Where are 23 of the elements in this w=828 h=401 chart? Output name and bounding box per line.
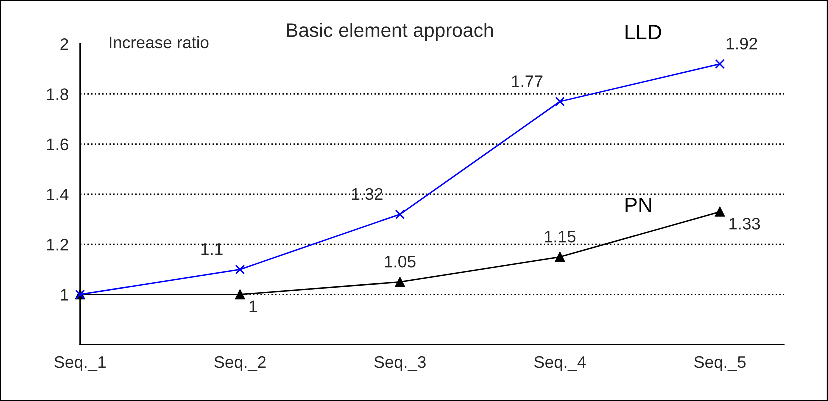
y-tick-label: 1.6 [47,138,68,151]
data-label: 1.1 [202,244,223,256]
y-tick-label: 1 [61,289,68,301]
x-tick-label: Seq._1 [54,356,106,372]
chart-title: Basic element approach [287,23,494,42]
y-tick-label: 2 [60,38,68,50]
x-tick-label: Seq._2 [214,356,266,372]
data-label: 1.32 [352,188,383,200]
y-tick-label: 1.8 [47,88,68,100]
data-label: 1.15 [545,231,576,243]
series-label: LLD [626,25,662,40]
data-label: 1.05 [385,256,416,268]
data-label: 1 [250,300,258,312]
y-axis-title: Increase ratio [110,36,209,49]
data-label: 1.33 [730,218,760,230]
series-label: PN [626,198,652,212]
y-tick-label: 1.2 [47,239,68,251]
x-tick-label: Seq._4 [534,356,586,372]
y-tick-label: 1.4 [47,189,69,201]
x-tick-label: Seq._5 [694,356,746,372]
data-label: 1.77 [512,76,543,88]
data-label: 1.92 [726,38,758,50]
x-tick-label: Seq._3 [374,356,426,372]
